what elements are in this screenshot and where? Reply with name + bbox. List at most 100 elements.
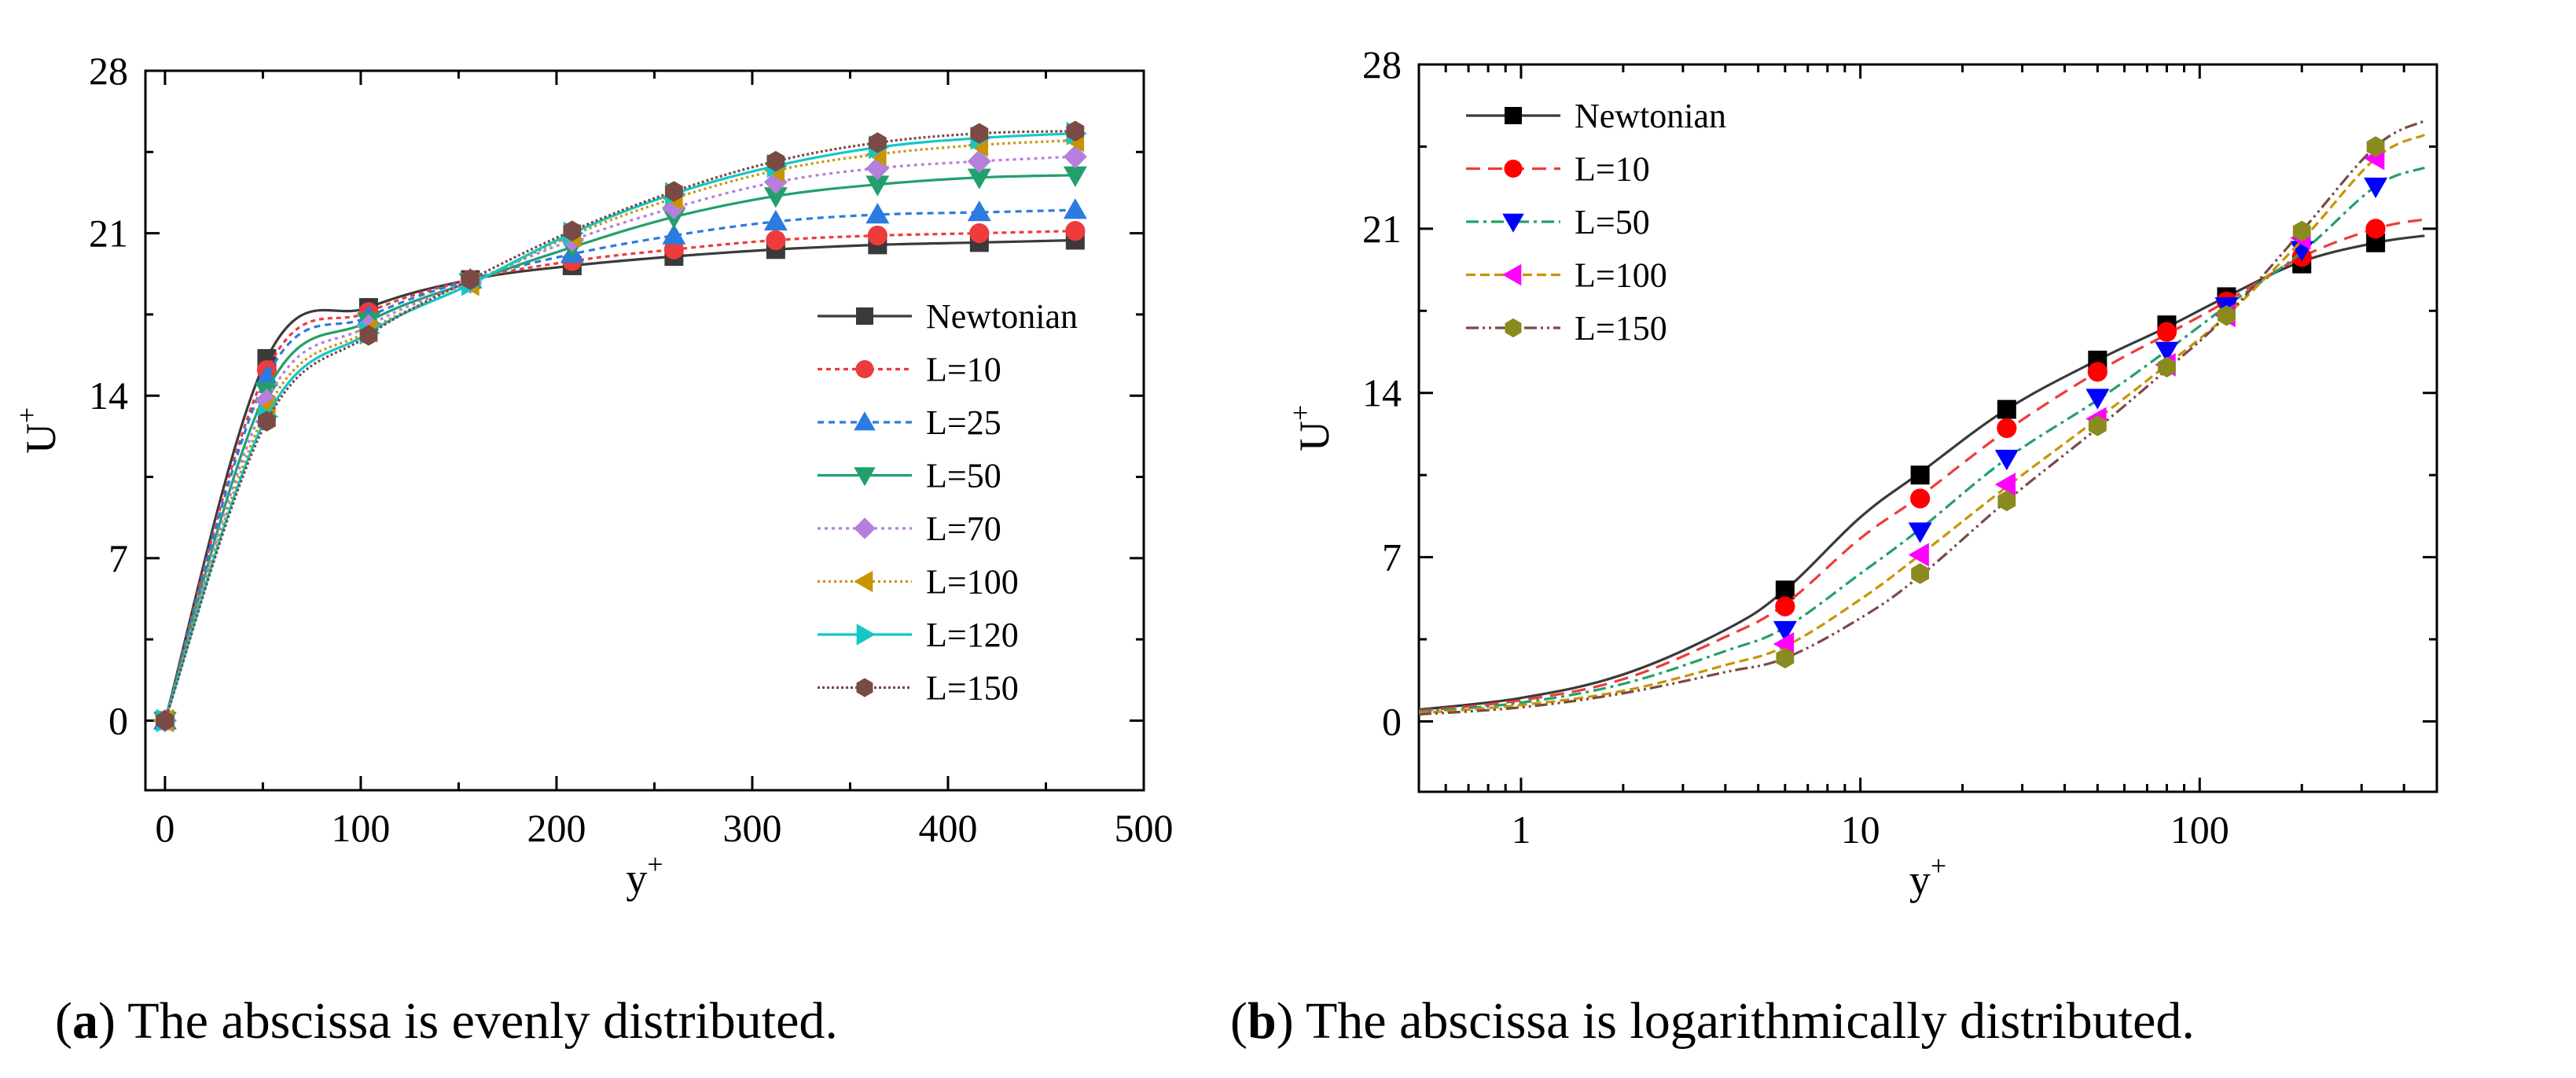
x-axis-label-main: y	[626, 855, 647, 902]
y-tick-label: 28	[1362, 42, 1402, 86]
legend-marker-l-50	[854, 467, 876, 487]
y-axis-label-sup: +	[11, 407, 42, 423]
caption-a-text: ) The abscissa is evenly distributed.	[98, 992, 838, 1050]
x-tick-label: 400	[918, 806, 977, 850]
data-point-l-100	[1994, 473, 2016, 497]
legend-label-l-100: L=100	[926, 563, 1019, 602]
data-point-l-25	[865, 203, 890, 224]
legend-marker-l-70	[854, 517, 876, 539]
y-axis-label: U+	[11, 407, 64, 454]
data-point-l-150	[970, 123, 989, 144]
legend-label-newtonian: Newtonian	[1575, 97, 1726, 135]
y-axis-label-main: U	[17, 423, 64, 454]
y-tick-label: 7	[108, 536, 128, 580]
y-tick-label: 0	[108, 698, 128, 742]
series-l-100	[1419, 134, 2426, 715]
data-point-l-10	[2087, 362, 2107, 382]
y-tick-label: 28	[89, 49, 128, 93]
legend-label-l-150: L=150	[1575, 309, 1667, 348]
legend-marker-l-25	[854, 411, 876, 431]
y-axis-label: U+	[1284, 405, 1338, 451]
y-tick-label: 7	[1382, 535, 1402, 579]
data-point-l-150	[1997, 490, 2016, 512]
legend-label-l-50: L=50	[926, 457, 1001, 495]
data-point-l-50	[1994, 450, 2019, 471]
x-tick-label: 100	[331, 806, 390, 850]
plot-frame	[1417, 63, 2438, 793]
series-line-l-10	[1419, 218, 2425, 712]
caption-a: (a) The abscissa is evenly distributed.	[55, 992, 838, 1050]
data-point-l-50	[2155, 341, 2179, 363]
legend: Newtonian L=10 L=50 L=100 L=150	[1466, 97, 1726, 348]
data-point-l-150	[1911, 563, 1930, 584]
y-tick-label: 0	[1382, 699, 1402, 743]
legend-label-l-70: L=70	[926, 510, 1001, 548]
data-point-l-150	[868, 132, 887, 153]
series-l-10	[1419, 218, 2425, 712]
data-point-l-10	[766, 230, 786, 251]
caption-a-label: a	[72, 992, 98, 1050]
x-tick-label: 1	[1511, 808, 1531, 852]
legend-label-l-25: L=25	[926, 403, 1001, 442]
y-tick-label: 14	[89, 373, 128, 418]
series-line-l-150	[1419, 120, 2426, 716]
legend-label-l-120: L=120	[926, 616, 1019, 654]
data-point-newtonian	[1997, 399, 2016, 419]
data-point-l-25	[967, 201, 991, 222]
data-point-l-50	[1773, 620, 1797, 642]
data-point-l-70	[967, 149, 991, 174]
legend-marker-l-120	[856, 624, 876, 646]
y-tick-label: 21	[89, 212, 128, 256]
legend-label-l-10: L=10	[926, 351, 1001, 389]
data-point-l-150	[2158, 356, 2176, 378]
data-point-l-10	[867, 225, 887, 246]
y-axis-label-main: U	[1291, 421, 1338, 451]
legend-marker-l-150	[1505, 318, 1522, 338]
data-point-l-150	[359, 325, 378, 346]
caption-b: (b) The abscissa is logarithmically dist…	[1230, 992, 2195, 1050]
data-point-l-150	[2088, 415, 2107, 436]
y-tick-label: 21	[1362, 207, 1402, 251]
legend-marker-newtonian	[1505, 107, 1522, 124]
x-tick-label: 500	[1115, 806, 1174, 850]
data-point-l-150	[664, 181, 683, 202]
x-tick-label: 200	[527, 806, 586, 850]
legend-marker-l-150	[856, 678, 873, 697]
legend-marker-l-100	[854, 570, 873, 593]
caption-b-text: ) The abscissa is logarithmically distri…	[1277, 992, 2195, 1050]
x-axis-label-sup: +	[647, 848, 663, 880]
data-point-l-25	[763, 209, 788, 231]
legend-label-l-100: L=100	[1575, 256, 1667, 295]
data-point-l-150	[766, 150, 785, 172]
data-point-l-150	[156, 710, 175, 731]
x-axis-label-sup: +	[1931, 850, 1946, 881]
series-l-50	[1419, 166, 2425, 714]
data-point-l-150	[2366, 136, 2385, 157]
legend-marker-newtonian	[856, 307, 873, 325]
data-point-l-150	[1776, 647, 1795, 669]
data-point-l-150	[563, 220, 582, 241]
data-point-l-10	[2156, 322, 2177, 342]
x-tick-label: 100	[2170, 808, 2229, 852]
data-point-l-150	[1066, 120, 1085, 142]
data-point-l-10	[1997, 418, 2017, 439]
data-point-l-50	[763, 187, 788, 208]
legend-marker-l-100	[1502, 263, 1522, 286]
series-newtonian	[1419, 233, 2425, 712]
data-point-l-50	[1908, 522, 1932, 543]
data-point-l-100	[1908, 543, 1929, 567]
x-tick-label: 0	[155, 806, 175, 850]
plot-frame	[144, 69, 1145, 792]
data-point-l-150	[461, 269, 480, 290]
legend-label-l-10: L=10	[1575, 150, 1650, 189]
data-point-l-150	[257, 410, 276, 432]
data-point-l-25	[662, 223, 686, 245]
data-point-l-10	[1910, 488, 1931, 509]
x-tick-label: 10	[1841, 808, 1880, 852]
data-point-l-50	[865, 175, 890, 197]
data-point-l-50	[2085, 388, 2110, 410]
series-l-150	[1419, 120, 2426, 716]
